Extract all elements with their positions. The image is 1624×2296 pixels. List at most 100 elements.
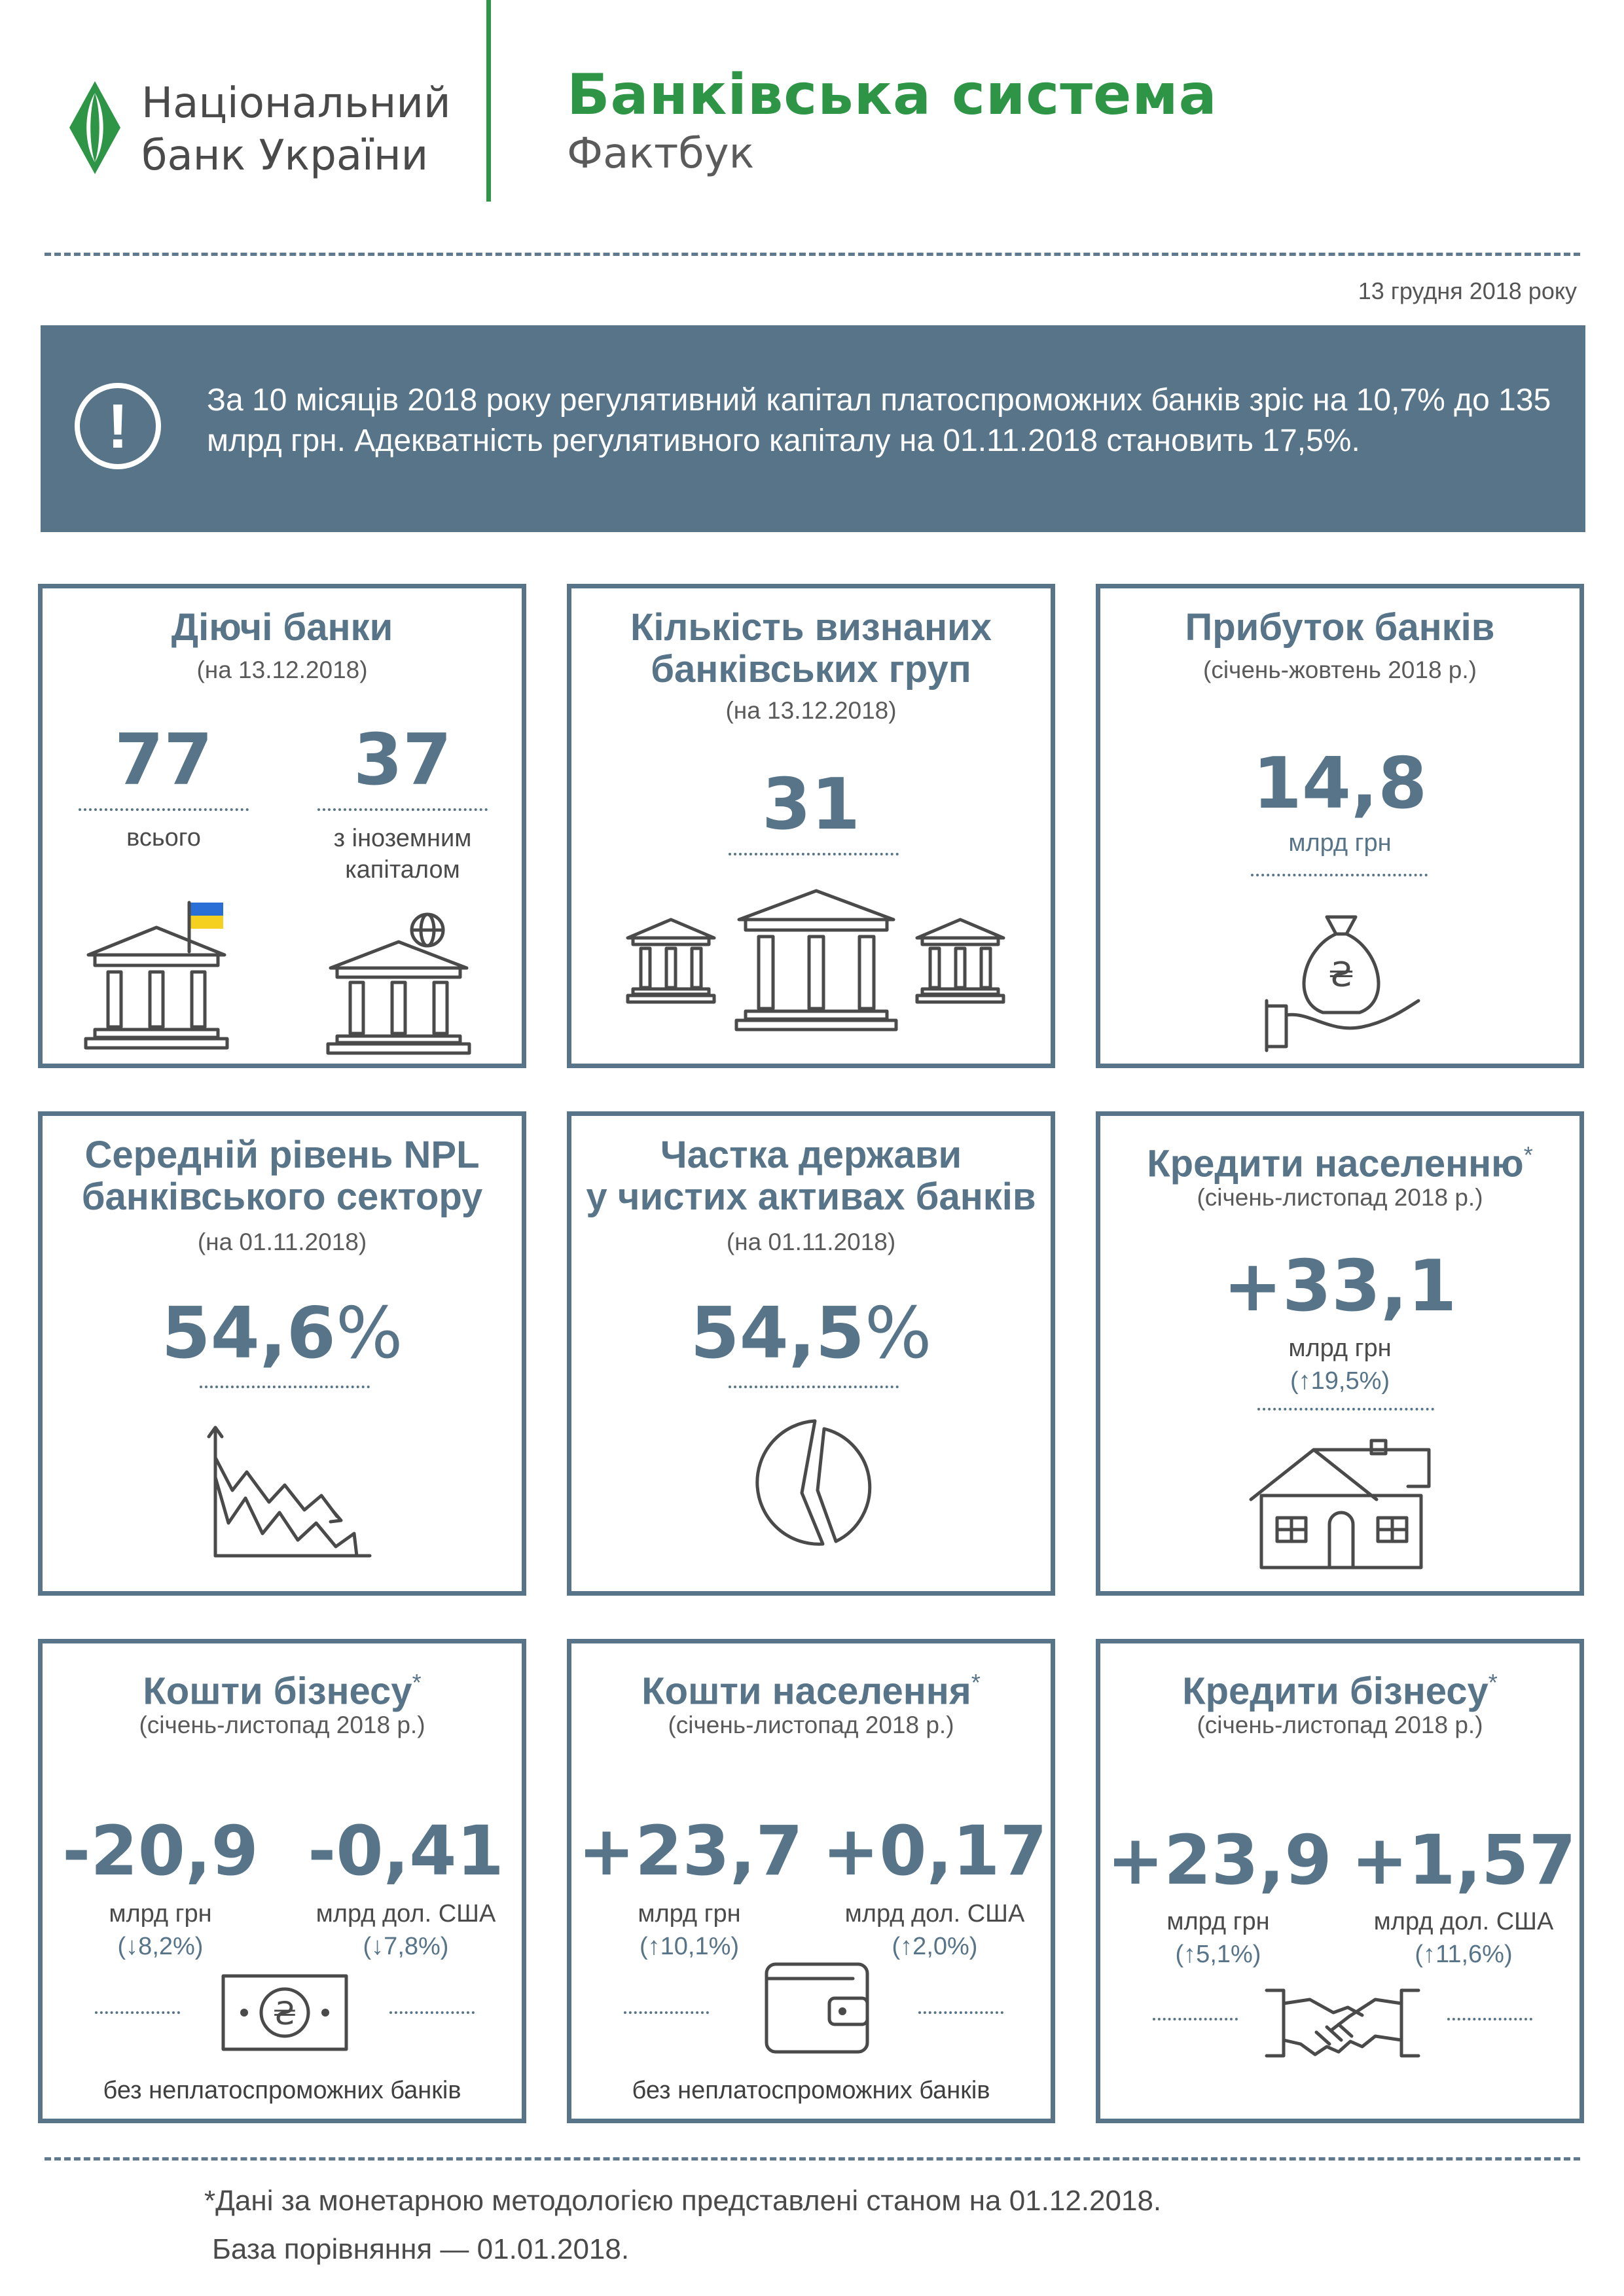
dotted-divider — [918, 2011, 1003, 2014]
card-subtitle: (на 13.12.2018) — [196, 656, 368, 683]
dotted-divider — [95, 2011, 180, 2014]
household-loans-change: (↑19,5%) — [1290, 1367, 1390, 1395]
household-funds-uah: +23,7 — [578, 1811, 803, 1891]
svg-text:₴: ₴ — [1328, 956, 1354, 995]
card-subtitle: (січень-листопад 2018 р.) — [1197, 1184, 1483, 1211]
money-bag-hand-icon: ₴ — [1265, 915, 1420, 1052]
footnote-no-insolvent: без неплатоспроможних банків — [103, 2077, 461, 2104]
bank-groups-value: 31 — [761, 764, 861, 846]
profit-unit: млрд грн — [1288, 829, 1392, 857]
pie-chart-icon — [755, 1419, 872, 1546]
card-subtitle: (січень-жовтень 2018 р.) — [1203, 656, 1477, 683]
active-banks-foreign: 37 — [353, 719, 452, 801]
card-title-text: Кошти бізнесу — [143, 1670, 412, 1713]
dotted-divider — [317, 808, 488, 811]
card-title-text: Кредити населенню — [1147, 1142, 1524, 1185]
card-business-funds: Кошти бізнесу* (січень-листопад 2018 р.)… — [38, 1639, 526, 2123]
card-title-line-1: Кількість визнаних — [630, 606, 992, 649]
card-bank-groups: Кількість визнаних банківських груп (на … — [567, 584, 1055, 1068]
header-dashed-divider — [45, 253, 1580, 256]
footnote-line-2: База порівняння — 01.01.2018. — [212, 2233, 630, 2265]
business-funds-usd: -0,41 — [308, 1811, 504, 1891]
card-subtitle: (на 13.12.2018) — [725, 697, 897, 724]
footnote-no-insolvent: без неплатоспроможних банків — [632, 2077, 990, 2104]
active-banks-total-label: всього — [126, 824, 201, 852]
bank-with-ukraine-flag-icon — [84, 901, 229, 1050]
household-loans-value: +33,1 — [1223, 1246, 1457, 1327]
page-title: Банківська система — [567, 62, 1218, 128]
card-subtitle: (січень-листопад 2018 р.) — [139, 1712, 425, 1738]
active-banks-total: 77 — [114, 719, 213, 801]
uah-change: (↓8,2%) — [117, 1933, 204, 1960]
banner-text: За 10 місяців 2018 року регулятивний кап… — [207, 383, 1551, 458]
header-divider — [486, 0, 491, 202]
usd-unit: млрд дол. США — [316, 1900, 496, 1928]
wallet-icon — [765, 1962, 869, 2054]
dotted-divider — [79, 808, 249, 811]
highlight-banner: ! За 10 місяців 2018 року регулятивний к… — [41, 325, 1585, 532]
uah-unit: млрд грн — [638, 1900, 741, 1928]
foreign-label-line-1: з іноземним — [333, 825, 472, 852]
uah-unit: млрд грн — [1166, 1908, 1270, 1935]
dotted-divider — [1251, 874, 1428, 876]
state-share-value: 54,5% — [571, 1293, 1051, 1374]
percent-sign: % — [864, 1293, 932, 1374]
percent-sign: % — [335, 1293, 403, 1374]
card-bank-profit: Прибуток банків (січень-жовтень 2018 р.)… — [1096, 584, 1584, 1068]
business-funds-uah: -20,9 — [62, 1811, 259, 1891]
card-title: Кількість визнаних банківських груп — [571, 607, 1051, 691]
footnote-star: * — [971, 1669, 981, 1696]
card-title: Прибуток банків — [1185, 606, 1495, 649]
card-title: Кошти бізнесу* — [43, 1662, 522, 1712]
house-icon — [1249, 1439, 1431, 1570]
card-title-line-1: Середній рівень NPL — [84, 1134, 480, 1176]
report-date: 13 грудня 2018 року — [1358, 278, 1577, 304]
card-title: Кошти населення* — [571, 1662, 1051, 1712]
card-title-text: Кошти населення — [641, 1670, 971, 1713]
active-banks-foreign-label: з іноземним капіталом — [314, 823, 491, 886]
card-subtitle: (на 01.11.2018) — [197, 1229, 367, 1255]
foreign-label-line-2: капіталом — [345, 856, 460, 884]
card-title-text: Кредити бізнесу — [1182, 1670, 1489, 1713]
declining-chart-icon — [207, 1426, 372, 1558]
business-loans-uah: +23,9 — [1107, 1820, 1332, 1900]
dotted-divider — [389, 2011, 475, 2014]
usd-unit: млрд дол. США — [844, 1900, 1025, 1928]
footnote-star: * — [412, 1669, 422, 1696]
dotted-divider — [729, 1386, 899, 1388]
card-title: Середній рівень NPL банківського сектору — [43, 1134, 522, 1218]
card-household-funds: Кошти населення* (січень-листопад 2018 р… — [567, 1639, 1055, 2123]
logo-line-2: банк України — [141, 132, 429, 180]
usd-change: (↑11,6%) — [1415, 1941, 1513, 1968]
footnote-star: * — [1488, 1669, 1498, 1696]
household-funds-usd: +0,17 — [822, 1811, 1047, 1891]
card-subtitle: (січень-листопад 2018 р.) — [668, 1712, 954, 1738]
dotted-divider — [624, 2011, 709, 2014]
card-title: Кредити бізнесу* — [1100, 1662, 1579, 1712]
card-subtitle: (на 01.11.2018) — [726, 1229, 896, 1255]
dotted-divider — [1257, 1408, 1434, 1410]
page-subtitle: Фактбук — [567, 130, 755, 178]
nbu-logo-icon — [69, 81, 120, 174]
card-title-line-2: банківського сектору — [81, 1175, 483, 1218]
svg-text:₴: ₴ — [272, 1996, 297, 2032]
npl-number: 54,6 — [161, 1293, 336, 1374]
dotted-divider — [1153, 2018, 1238, 2020]
bank-with-globe-icon — [326, 912, 471, 1055]
nbu-logo-text: Національний банк України — [141, 77, 451, 182]
card-npl: Середній рівень NPL банківського сектору… — [38, 1111, 526, 1596]
usd-unit: млрд дол. США — [1373, 1908, 1554, 1935]
handshake-icon — [1265, 1988, 1420, 2058]
card-subtitle: (січень-листопад 2018 р.) — [1197, 1712, 1483, 1738]
footer-dashed-divider — [45, 2157, 1580, 2161]
footnote-star: * — [1523, 1141, 1533, 1168]
business-loans-usd: +1,57 — [1351, 1820, 1576, 1900]
card-household-loans: Кредити населенню* (січень-листопад 2018… — [1096, 1111, 1584, 1596]
card-title: Частка держави у чистих активах банків — [571, 1134, 1051, 1218]
three-banks-icon — [626, 889, 1005, 1031]
exclamation-circle-icon: ! — [75, 383, 161, 469]
card-title: Діючі банки — [171, 606, 393, 649]
card-title-line-1: Частка держави — [660, 1134, 962, 1176]
logo-line-1: Національний — [141, 79, 451, 128]
uah-unit: млрд грн — [109, 1900, 212, 1928]
